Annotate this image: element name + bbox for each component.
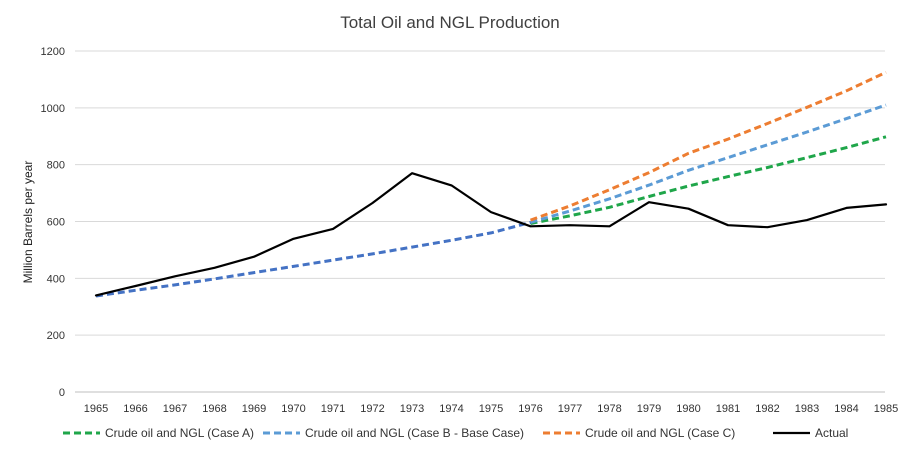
x-tick-label: 1985 [874, 403, 898, 415]
series-line-3 [95, 220, 531, 298]
series-line-0 [530, 135, 887, 225]
legend: Crude oil and NGL (Case A) Crude oil and … [63, 426, 848, 440]
y-axis-label: Million Barrels per year [21, 161, 35, 284]
legend-label-0: Crude oil and NGL (Case A) [105, 426, 254, 440]
x-tick-label: 1972 [360, 403, 384, 415]
y-tick-label: 800 [47, 160, 65, 172]
x-tick-label: 1980 [676, 403, 700, 415]
x-tick-label: 1979 [637, 403, 661, 415]
x-tick-label: 1965 [84, 403, 108, 415]
x-tick-label: 1978 [597, 403, 621, 415]
legend-label-2: Crude oil and NGL (Case C) [585, 426, 735, 440]
x-tick-label: 1984 [834, 403, 858, 415]
series-line-1 [530, 103, 887, 224]
x-tick-label: 1966 [123, 403, 147, 415]
y-tick-label: 600 [47, 217, 65, 229]
y-tick-label: 0 [59, 387, 65, 399]
x-tick-label: 1973 [400, 403, 424, 415]
y-tick-label: 1000 [41, 103, 65, 115]
x-tick-label: 1970 [281, 403, 305, 415]
x-tick-label: 1982 [755, 403, 779, 415]
axes: 0 200 400 600 800 1000 1200 1965 1966 1967 1968 196… [41, 46, 899, 415]
x-tick-label: 1969 [242, 403, 266, 415]
legend-label-1: Crude oil and NGL (Case B - Base Case) [305, 426, 524, 440]
series-line-4 [94, 172, 888, 297]
x-tick-label: 1971 [321, 403, 345, 415]
chart-title: Total Oil and NGL Production [340, 13, 560, 32]
x-tick-label: 1974 [439, 403, 463, 415]
series-lines [94, 70, 888, 298]
x-tick-label: 1967 [163, 403, 187, 415]
x-tick-label: 1976 [518, 403, 542, 415]
x-tick-label: 1983 [795, 403, 819, 415]
x-tick-label: 1968 [202, 403, 226, 415]
series-line-2 [529, 70, 887, 222]
x-tick-label: 1975 [479, 403, 503, 415]
y-tick-label: 400 [47, 273, 65, 285]
legend-label-3: Actual [815, 426, 848, 440]
x-tick-label: 1981 [716, 403, 740, 415]
x-tick-label: 1977 [558, 403, 582, 415]
y-tick-label: 1200 [41, 46, 65, 58]
y-tick-label: 200 [47, 330, 65, 342]
